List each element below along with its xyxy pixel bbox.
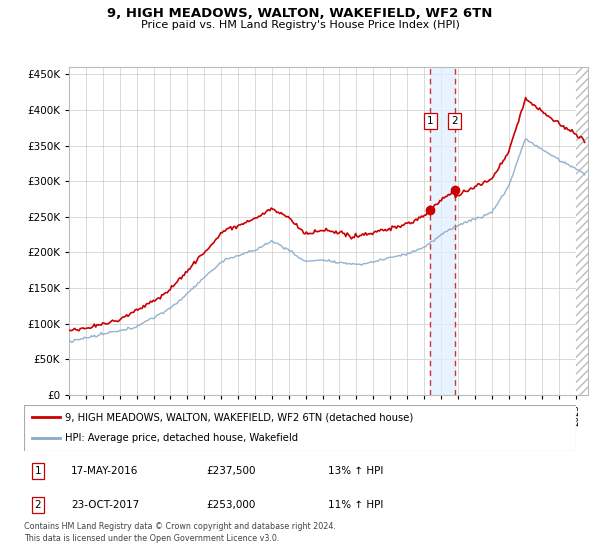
Text: 11% ↑ HPI: 11% ↑ HPI [328,500,383,510]
Text: 13% ↑ HPI: 13% ↑ HPI [328,466,383,476]
Text: 2: 2 [34,500,41,510]
Text: 1: 1 [34,466,41,476]
Text: HPI: Average price, detached house, Wakefield: HPI: Average price, detached house, Wake… [65,433,299,444]
Text: £253,000: £253,000 [206,500,256,510]
Text: 23-OCT-2017: 23-OCT-2017 [71,500,139,510]
Text: Contains HM Land Registry data © Crown copyright and database right 2024.
This d: Contains HM Land Registry data © Crown c… [24,522,336,543]
Text: Price paid vs. HM Land Registry's House Price Index (HPI): Price paid vs. HM Land Registry's House … [140,20,460,30]
Text: 2: 2 [451,115,458,125]
Bar [576,67,588,395]
Text: 9, HIGH MEADOWS, WALTON, WAKEFIELD, WF2 6TN: 9, HIGH MEADOWS, WALTON, WAKEFIELD, WF2 … [107,7,493,20]
Bar [576,67,588,395]
Text: 1: 1 [427,115,434,125]
Text: £237,500: £237,500 [206,466,256,476]
Text: 9, HIGH MEADOWS, WALTON, WAKEFIELD, WF2 6TN (detached house): 9, HIGH MEADOWS, WALTON, WAKEFIELD, WF2 … [65,412,413,422]
Bar [430,67,455,395]
FancyBboxPatch shape [24,405,576,451]
Text: 17-MAY-2016: 17-MAY-2016 [71,466,138,476]
